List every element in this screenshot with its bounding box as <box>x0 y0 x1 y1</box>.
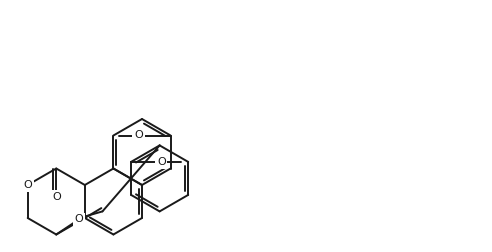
Text: O: O <box>52 192 61 202</box>
Text: O: O <box>134 131 143 141</box>
Text: O: O <box>75 214 84 224</box>
Text: O: O <box>23 180 32 190</box>
Text: O: O <box>157 157 166 167</box>
